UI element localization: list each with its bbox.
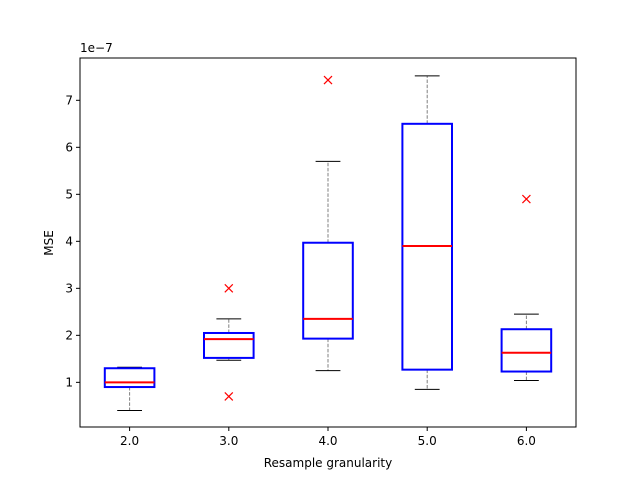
outlier-marker — [224, 283, 234, 293]
y-tick-label: 3 — [65, 281, 73, 295]
box-group-2.0 — [103, 366, 156, 412]
outlier-marker — [521, 194, 531, 204]
outlier-stroke — [521, 194, 531, 204]
box — [103, 367, 156, 389]
y-tick-label: 1 — [65, 375, 73, 389]
outlier-marker — [323, 75, 333, 85]
outlier-stroke — [224, 392, 234, 401]
y-tick-label: 4 — [65, 234, 73, 248]
x-axis-label: Resample granularity — [264, 456, 393, 470]
x-tick-label: 3.0 — [219, 434, 238, 448]
outlier-stroke — [224, 283, 234, 293]
box — [500, 328, 553, 373]
y-tick-label: 5 — [65, 187, 73, 201]
y-axis: 1 2 3 4 5 6 7 — [65, 93, 80, 389]
y-tick-label: 7 — [65, 93, 73, 107]
y-tick-label: 6 — [65, 140, 73, 154]
x-tick-label: 6.0 — [517, 434, 536, 448]
box — [203, 331, 255, 359]
plot-marks — [103, 75, 553, 412]
x-axis: 2.0 3.0 4.0 5.0 6.0 — [120, 427, 536, 448]
y-axis-multiplier: 1e−7 — [80, 41, 113, 55]
x-tick-label: 4.0 — [318, 434, 337, 448]
x-tick-label: 5.0 — [418, 434, 437, 448]
outlier-marker — [224, 392, 234, 401]
box-group-3.0 — [203, 283, 255, 401]
box-group-6.0 — [500, 194, 553, 381]
box-group-5.0 — [401, 75, 453, 390]
box-group-4.0 — [302, 75, 354, 372]
y-axis-label: MSE — [42, 230, 56, 256]
x-tick-label: 2.0 — [120, 434, 139, 448]
box — [302, 241, 354, 340]
outlier-stroke — [323, 75, 333, 85]
y-tick-label: 2 — [65, 328, 73, 342]
